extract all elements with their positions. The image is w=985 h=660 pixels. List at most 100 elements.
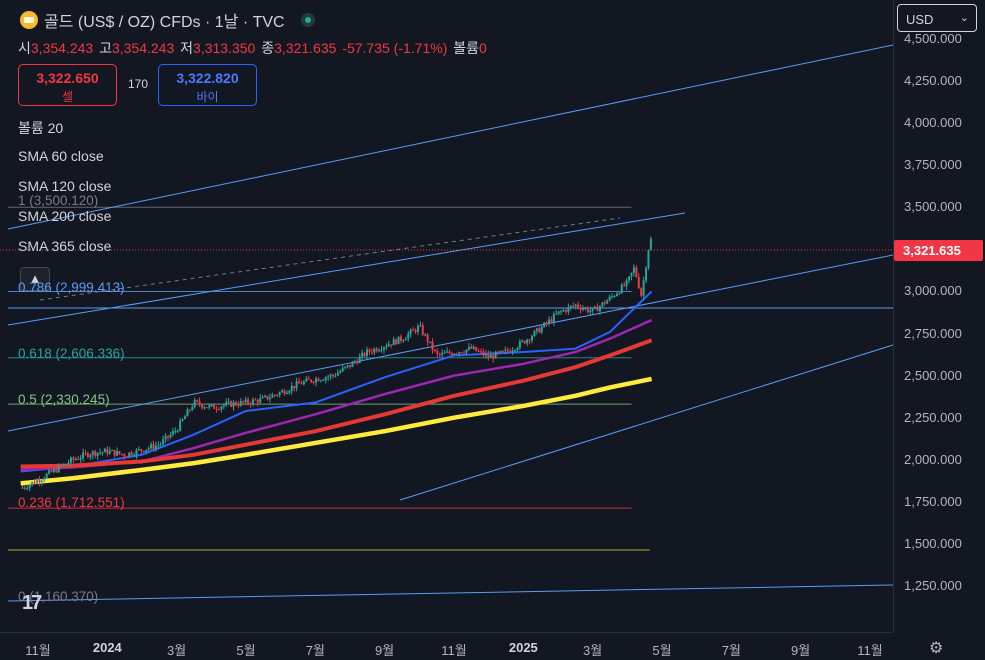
candle-body [603,302,606,304]
candle-body [399,336,402,341]
market-status-icon[interactable] [300,13,315,27]
sell-label: 셀 [61,90,74,104]
currency-select[interactable]: USD ⌄ [897,4,977,32]
chart-area[interactable] [0,0,894,632]
candle-body [164,435,167,440]
candle-body [57,465,60,473]
candle-body [540,327,543,333]
candle-body [552,314,555,322]
candle-body [649,238,652,250]
channel-line [7,584,893,602]
candle-body [353,361,356,363]
candle-body [390,344,393,346]
candle-body [567,306,570,312]
candle-body [305,378,308,382]
candle-body [203,407,206,409]
symbol-title-text: 골드 (US$ / OZ) CFDs · 1날 · TVC [44,14,285,31]
candle-body [312,381,315,383]
candle-body [642,280,645,296]
candle-body [598,306,601,312]
candle-body [477,351,480,353]
candle-body [419,325,422,327]
candle-body [133,455,136,457]
candle-body [86,453,89,458]
candle-body [620,284,623,294]
candle-body [293,385,296,389]
candle-body [484,354,487,356]
candle-body [230,401,233,407]
collapse-legend-button[interactable]: ▲ [20,267,50,291]
candle-body [615,293,618,297]
indicator-sma200[interactable]: SMA 200 close [18,208,112,224]
candle-body [625,280,628,286]
candle-body [154,445,157,449]
indicator-sma60[interactable]: SMA 60 close [18,148,104,164]
candle-body [344,366,347,368]
candle-body [601,302,604,307]
candle-body [586,308,589,312]
buy-button[interactable]: 3,322.820 바이 [158,64,257,106]
candle-body [349,365,351,367]
candle-body [356,361,359,364]
candle-body [91,451,94,455]
candle-body [346,365,349,367]
candle-body [339,371,342,373]
candle-body [33,481,36,484]
sell-button[interactable]: 3,322.650 셀 [18,64,117,106]
last-price-label: 3,321.635 [894,240,983,261]
candle-body [310,379,313,382]
candle-body [106,448,109,454]
candle-body [128,452,131,457]
symbol-title[interactable]: 골드 (US$ / OZ) CFDs · 1날 · TVC [20,8,315,32]
candle-body [412,329,415,331]
time-tick-label: 5월 [652,643,672,658]
price-plot[interactable] [0,0,893,632]
candle-body [526,339,529,344]
candle-body [225,402,228,406]
sma-line [20,290,653,473]
candle-body [273,394,276,396]
candle-body [145,449,148,452]
candle-body [157,445,160,447]
candle-body [48,470,51,474]
candle-body [50,470,53,472]
candle-body [470,346,473,349]
ohlc-volume-key: 볼륨 [453,40,480,56]
candle-body [543,322,546,328]
candle-body [421,325,424,335]
candle-body [249,403,252,405]
candle-body [266,395,269,400]
candle-body [365,349,368,357]
candle-body [351,362,354,367]
candle-body [300,383,303,385]
candle-body [528,339,531,341]
tradingview-logo[interactable]: 17 [22,592,42,614]
channel-line [399,344,893,501]
candle-body [436,350,439,354]
candle-body [579,307,582,310]
candle-body [531,336,533,341]
indicator-sma120[interactable]: SMA 120 close [18,178,112,194]
candle-body [130,452,133,456]
candle-body [630,272,633,277]
candle-body [499,350,502,353]
indicator-sma365[interactable]: SMA 365 close [18,238,112,254]
candle-body [103,448,106,453]
candle-body [142,450,145,452]
candle-body [492,355,495,359]
candle-body [482,351,485,356]
gear-icon[interactable]: ⚙ [929,640,944,657]
candle-body [152,444,155,449]
candle-body [181,419,184,421]
candle-body [43,478,46,481]
candle-body [268,397,271,400]
candle-body [574,304,577,306]
indicator-volume[interactable]: 볼륨 20 [18,120,64,136]
candle-body [589,310,592,312]
time-axis[interactable]: 11월 2024 3월 5월 7월 9월 11월 2025 3월 5월 7월 9월 11월 [0,632,893,660]
candle-body [101,452,104,454]
candle-body [135,449,138,456]
price-axis[interactable]: 4,500.000 4,250.000 4,000.000 3,750.000 3,50… [894,0,985,659]
candle-body [174,431,177,433]
candle-body [523,340,526,344]
